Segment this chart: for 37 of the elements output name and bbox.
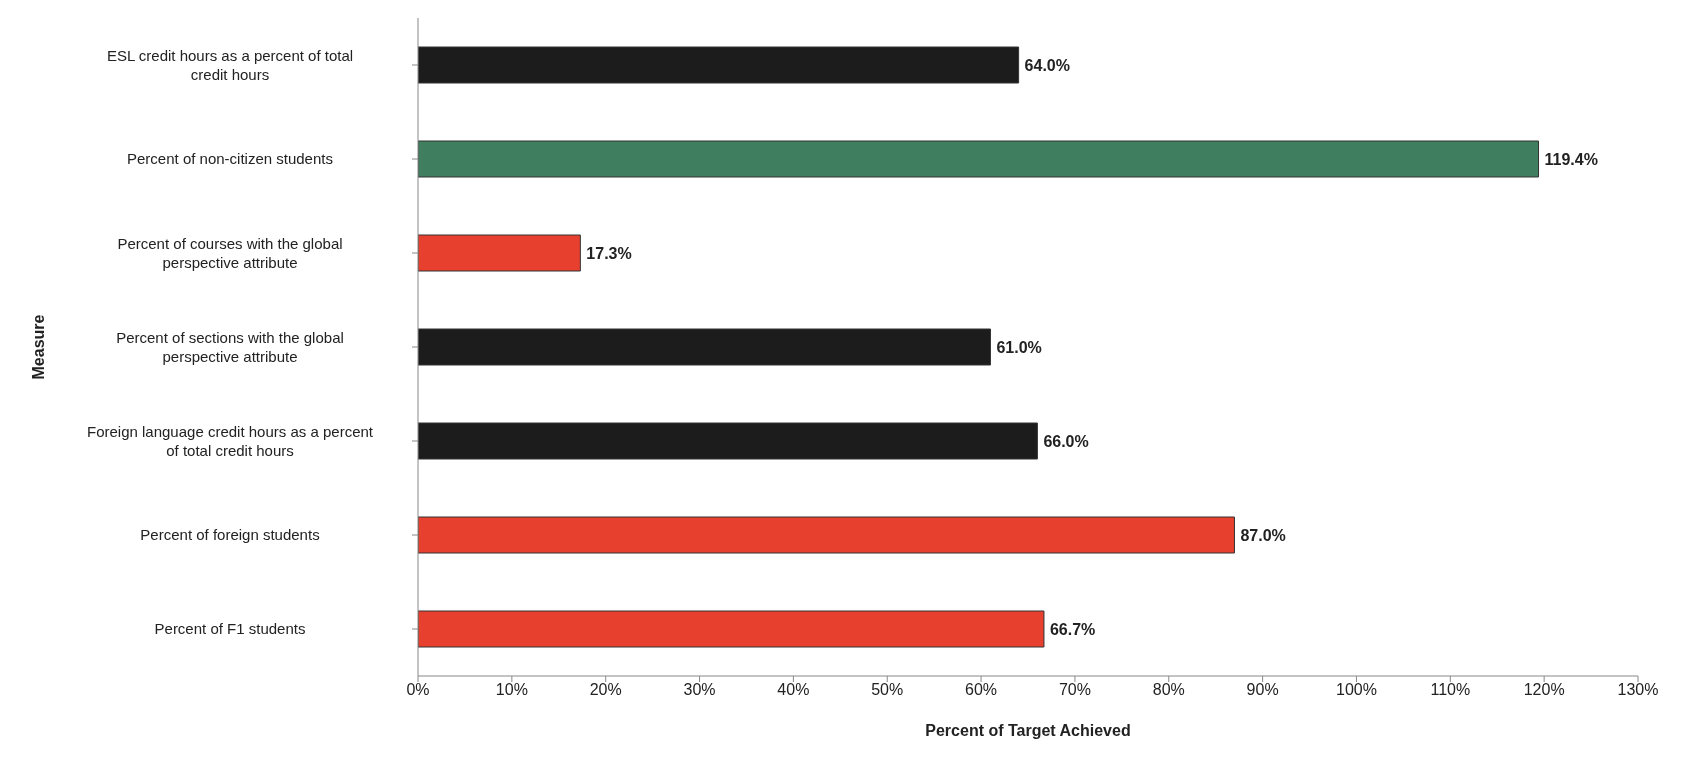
x-tick-label: 40% — [777, 681, 810, 699]
bar — [418, 422, 1038, 460]
y-tick-label: ESL credit hours as a percent of total credit hours — [106, 46, 354, 83]
bar — [418, 140, 1540, 178]
x-tick-label: 50% — [871, 681, 904, 699]
bar — [418, 610, 1045, 648]
bar — [418, 328, 991, 366]
data-label: 61.0% — [996, 338, 1042, 356]
bar — [418, 516, 1235, 554]
x-tick-label: 20% — [589, 681, 622, 699]
x-tick-label: 10% — [495, 681, 528, 699]
y-tick-label: Percent of non-citizen students — [127, 150, 333, 167]
y-tick-label: Percent of foreign students — [140, 526, 320, 543]
y-tick-label: Foreign language credit hours as a percent of total credit hours — [86, 422, 374, 459]
data-label: 64.0% — [1024, 56, 1070, 74]
data-label: 17.3% — [586, 244, 632, 262]
y-tick-label: Percent of F1 students — [154, 620, 306, 637]
x-tick-label: 80% — [1152, 681, 1185, 699]
bar — [418, 234, 581, 272]
data-label: 66.0% — [1043, 432, 1089, 450]
x-axis-title: Percent of Target Achieved — [925, 722, 1131, 739]
x-tick-label: 30% — [683, 681, 716, 699]
data-label: 119.4% — [1544, 150, 1598, 168]
y-tick-label: Percent of courses with the global perspective attribute — [117, 234, 343, 271]
x-tick-label: 70% — [1058, 681, 1091, 699]
y-axis-title: Measure — [29, 314, 47, 380]
x-tick-label: 100% — [1336, 681, 1377, 699]
x-tick-label: 90% — [1246, 681, 1279, 699]
x-tick-label: 0% — [406, 681, 430, 699]
x-tick-label: 60% — [965, 681, 998, 699]
bar — [418, 46, 1020, 84]
x-tick-label: 110% — [1430, 681, 1471, 699]
x-tick-label: 120% — [1523, 681, 1565, 699]
y-tick-label: Percent of sections with the global perspective attribute — [116, 328, 344, 365]
x-tick-label: 130% — [1617, 681, 1659, 699]
data-label: 66.7% — [1049, 620, 1096, 638]
data-label: 87.0% — [1240, 526, 1286, 544]
